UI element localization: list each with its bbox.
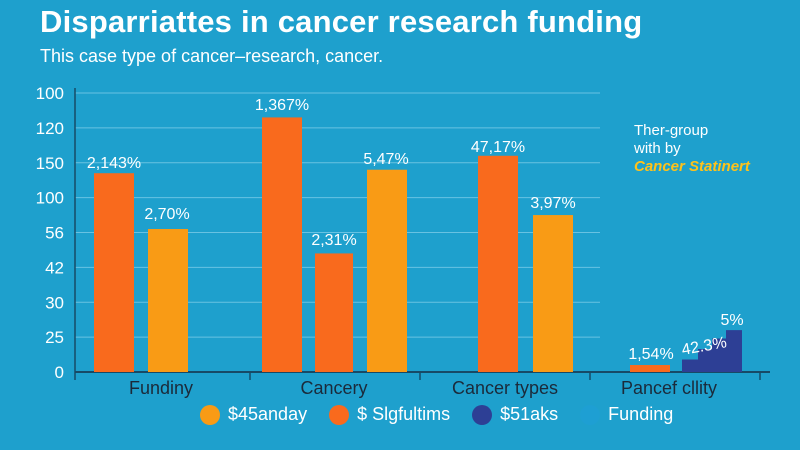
legend-swatch (329, 404, 350, 425)
chart-title: Disparriattes in cancer research funding (40, 4, 643, 39)
bar-data-label: 47,17% (471, 139, 525, 156)
bar-data-label: 5,47% (363, 151, 408, 168)
legend-swatch (200, 404, 220, 425)
y-tick-label: 56 (45, 224, 64, 243)
bar-data-label: 5% (720, 312, 743, 329)
bar (533, 215, 573, 372)
bar (315, 253, 353, 372)
bar-data-label: 3,97% (530, 195, 575, 212)
chart-subtitle: This case type of cancer–research, cance… (40, 46, 384, 66)
legend-label: $45anday (228, 404, 308, 424)
annotation-note: Ther-group with by Cancer Statinert (634, 122, 750, 176)
legend-item[interactable]: Funding (580, 404, 673, 425)
bar (94, 173, 134, 372)
x-tick-label: Pancef cllity (621, 378, 717, 398)
bar-data-label: 1,54% (628, 346, 673, 363)
legend-label: $ Slgfultims (357, 404, 451, 424)
y-tick-label: 100 (36, 84, 64, 103)
legend-swatch (472, 404, 493, 425)
legend-swatch (580, 404, 601, 425)
bar-data-label: 2,31% (311, 232, 356, 249)
bar-data-label: 2,143% (87, 155, 141, 172)
annotation-line-1: Ther-group (634, 122, 709, 139)
y-tick-label: 42 (45, 258, 64, 277)
x-tick-label: Fundiny (129, 378, 193, 398)
legend-label: $51aks (500, 404, 559, 424)
y-tick-label: 150 (36, 154, 64, 173)
bar (682, 330, 742, 372)
bar (367, 169, 407, 372)
x-tick-label: Cancer types (452, 378, 558, 398)
legend-item[interactable]: $51aks (472, 404, 558, 425)
y-tick-label: 100 (36, 189, 64, 208)
x-tick-label: Cancery (300, 378, 367, 398)
legend-item[interactable]: $ Slgfultims (329, 404, 450, 425)
annotation-line-2: with by (634, 140, 681, 157)
y-tick-label: 30 (45, 293, 64, 312)
legend-item[interactable]: $45anday (200, 404, 307, 425)
y-tick-label: 0 (55, 363, 64, 382)
chart-legend: $45anday $ Slgfultims $51aks Funding (200, 404, 673, 425)
bar (148, 229, 188, 372)
bar (262, 117, 302, 372)
bar (478, 155, 518, 372)
bar-data-label: 1,367% (255, 97, 309, 114)
y-tick-label: 25 (45, 328, 64, 347)
bar-data-label: 2,70% (144, 206, 189, 223)
y-tick-label: 120 (36, 119, 64, 138)
bar (630, 365, 670, 372)
annotation-line-3: Cancer Statinert (634, 158, 750, 175)
legend-label: Funding (608, 404, 674, 424)
